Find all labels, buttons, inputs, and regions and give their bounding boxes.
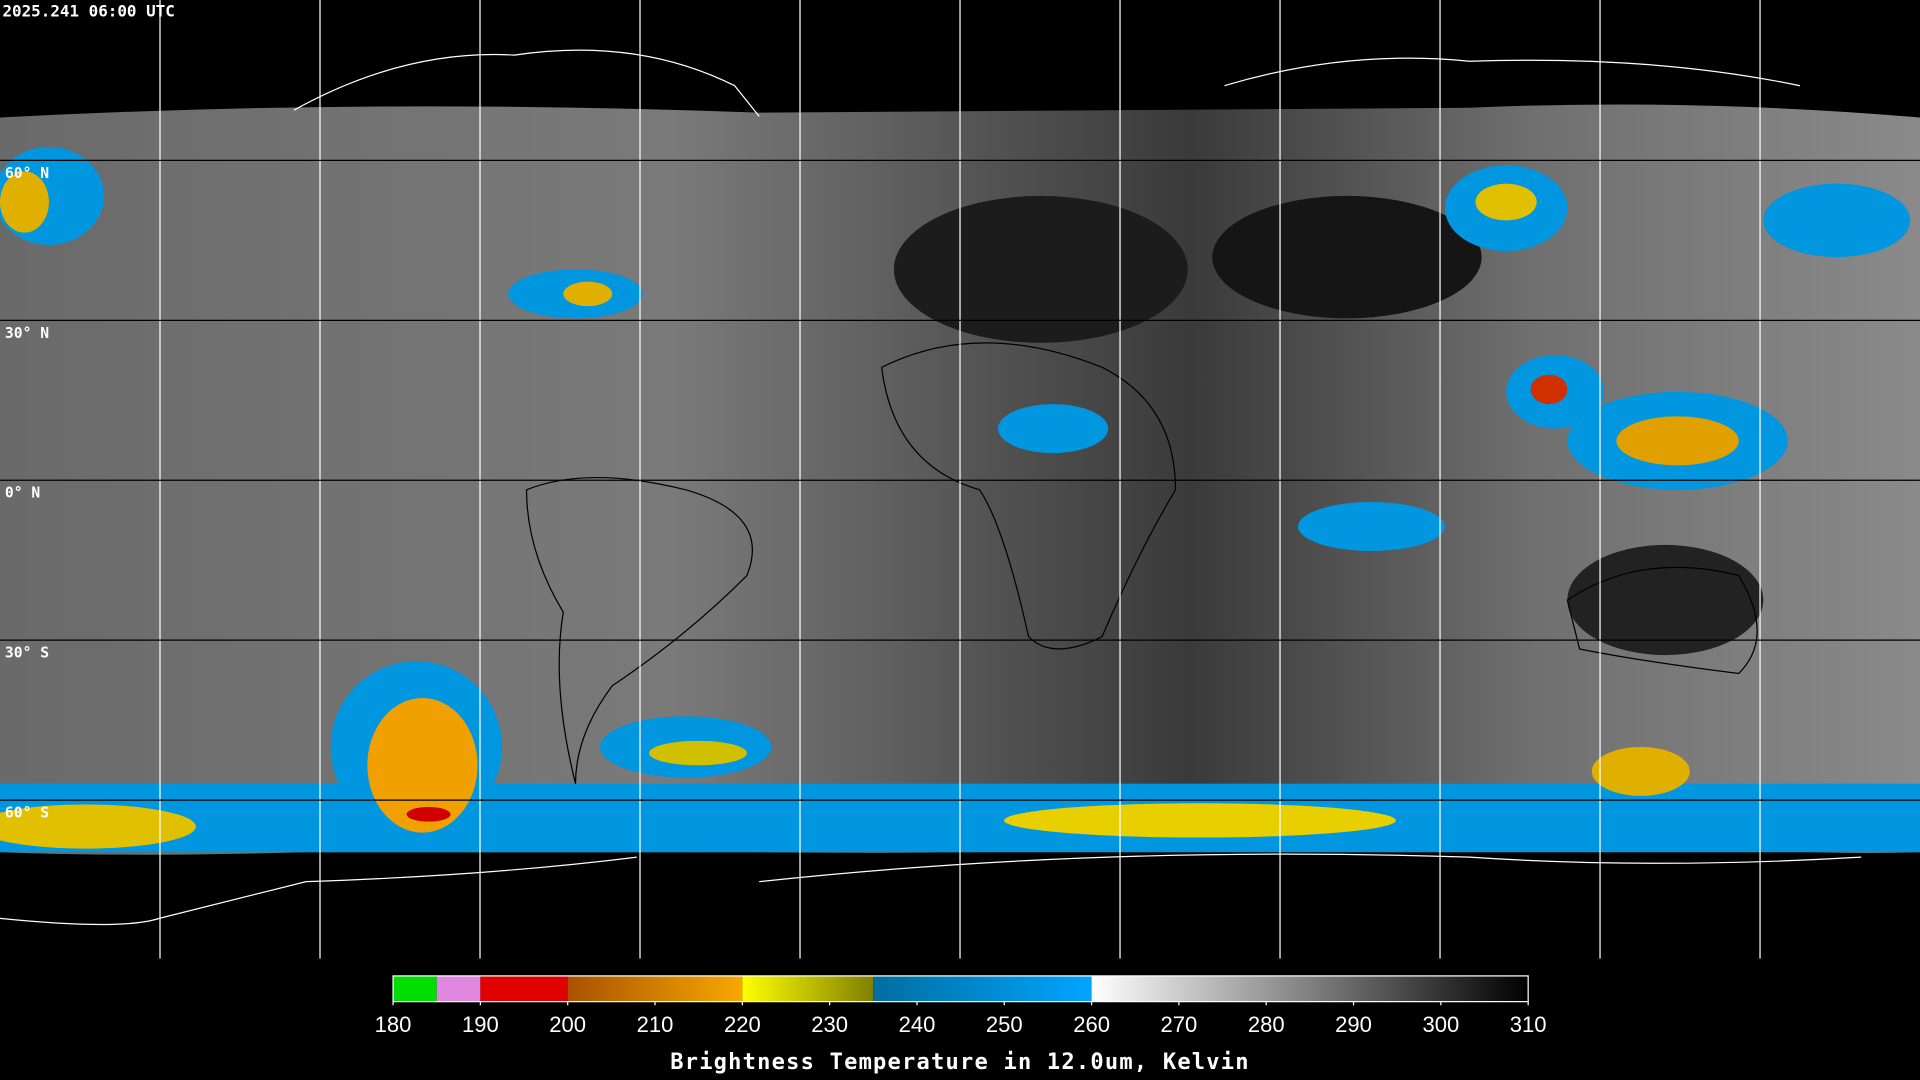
colorbar-segment <box>480 975 568 1002</box>
colorbar-tick-label: 220 <box>724 1012 761 1037</box>
continent-outlines <box>525 342 1758 784</box>
colorbar-segment <box>873 975 1092 1002</box>
colorbar-tick-label: 230 <box>811 1012 848 1037</box>
latitude-label: 60° S <box>5 805 49 822</box>
colorbar-tick-label: 250 <box>986 1012 1023 1037</box>
latitude-label: 30° S <box>5 645 49 662</box>
colorbar-tick-label: 240 <box>899 1012 936 1037</box>
colorbar-tick-label: 270 <box>1161 1012 1198 1037</box>
colorbar-tick-label: 190 <box>462 1012 499 1037</box>
colorbar-tick-label: 180 <box>375 1012 412 1037</box>
latitude-label: 30° N <box>5 325 49 342</box>
colorbar-tick-label: 200 <box>549 1012 586 1037</box>
coastlines <box>0 49 1862 926</box>
colorbar-frame <box>392 975 1529 1003</box>
colorbar: 180 190 200 210 220 230 240 250 260 270 280 290 300 3… <box>375 975 1547 1037</box>
colorbar-label: Brightness Temperature in 12.0um, Kelvin <box>670 1050 1250 1075</box>
colorbar-tick-label: 300 <box>1422 1012 1459 1037</box>
colorbar-segment <box>742 975 874 1002</box>
timestamp: 2025.241 06:00 UTC <box>2 2 174 21</box>
graticule <box>0 0 1920 959</box>
latitude-label: 0° N <box>5 485 40 502</box>
colorbar-tick-label: 280 <box>1248 1012 1285 1037</box>
colorbar-segment <box>1091 975 1529 1002</box>
colorbar-tick-label: 260 <box>1073 1012 1110 1037</box>
colorbar-segment <box>436 975 481 1002</box>
colorbar-segment <box>393 975 437 1002</box>
colorbar-tick-label: 290 <box>1335 1012 1372 1037</box>
latitude-label: 60° N <box>5 165 49 182</box>
colorbar-tick-label: 210 <box>637 1012 674 1037</box>
colorbar-segment <box>567 975 743 1002</box>
colorbar-tick-label: 310 <box>1510 1012 1547 1037</box>
